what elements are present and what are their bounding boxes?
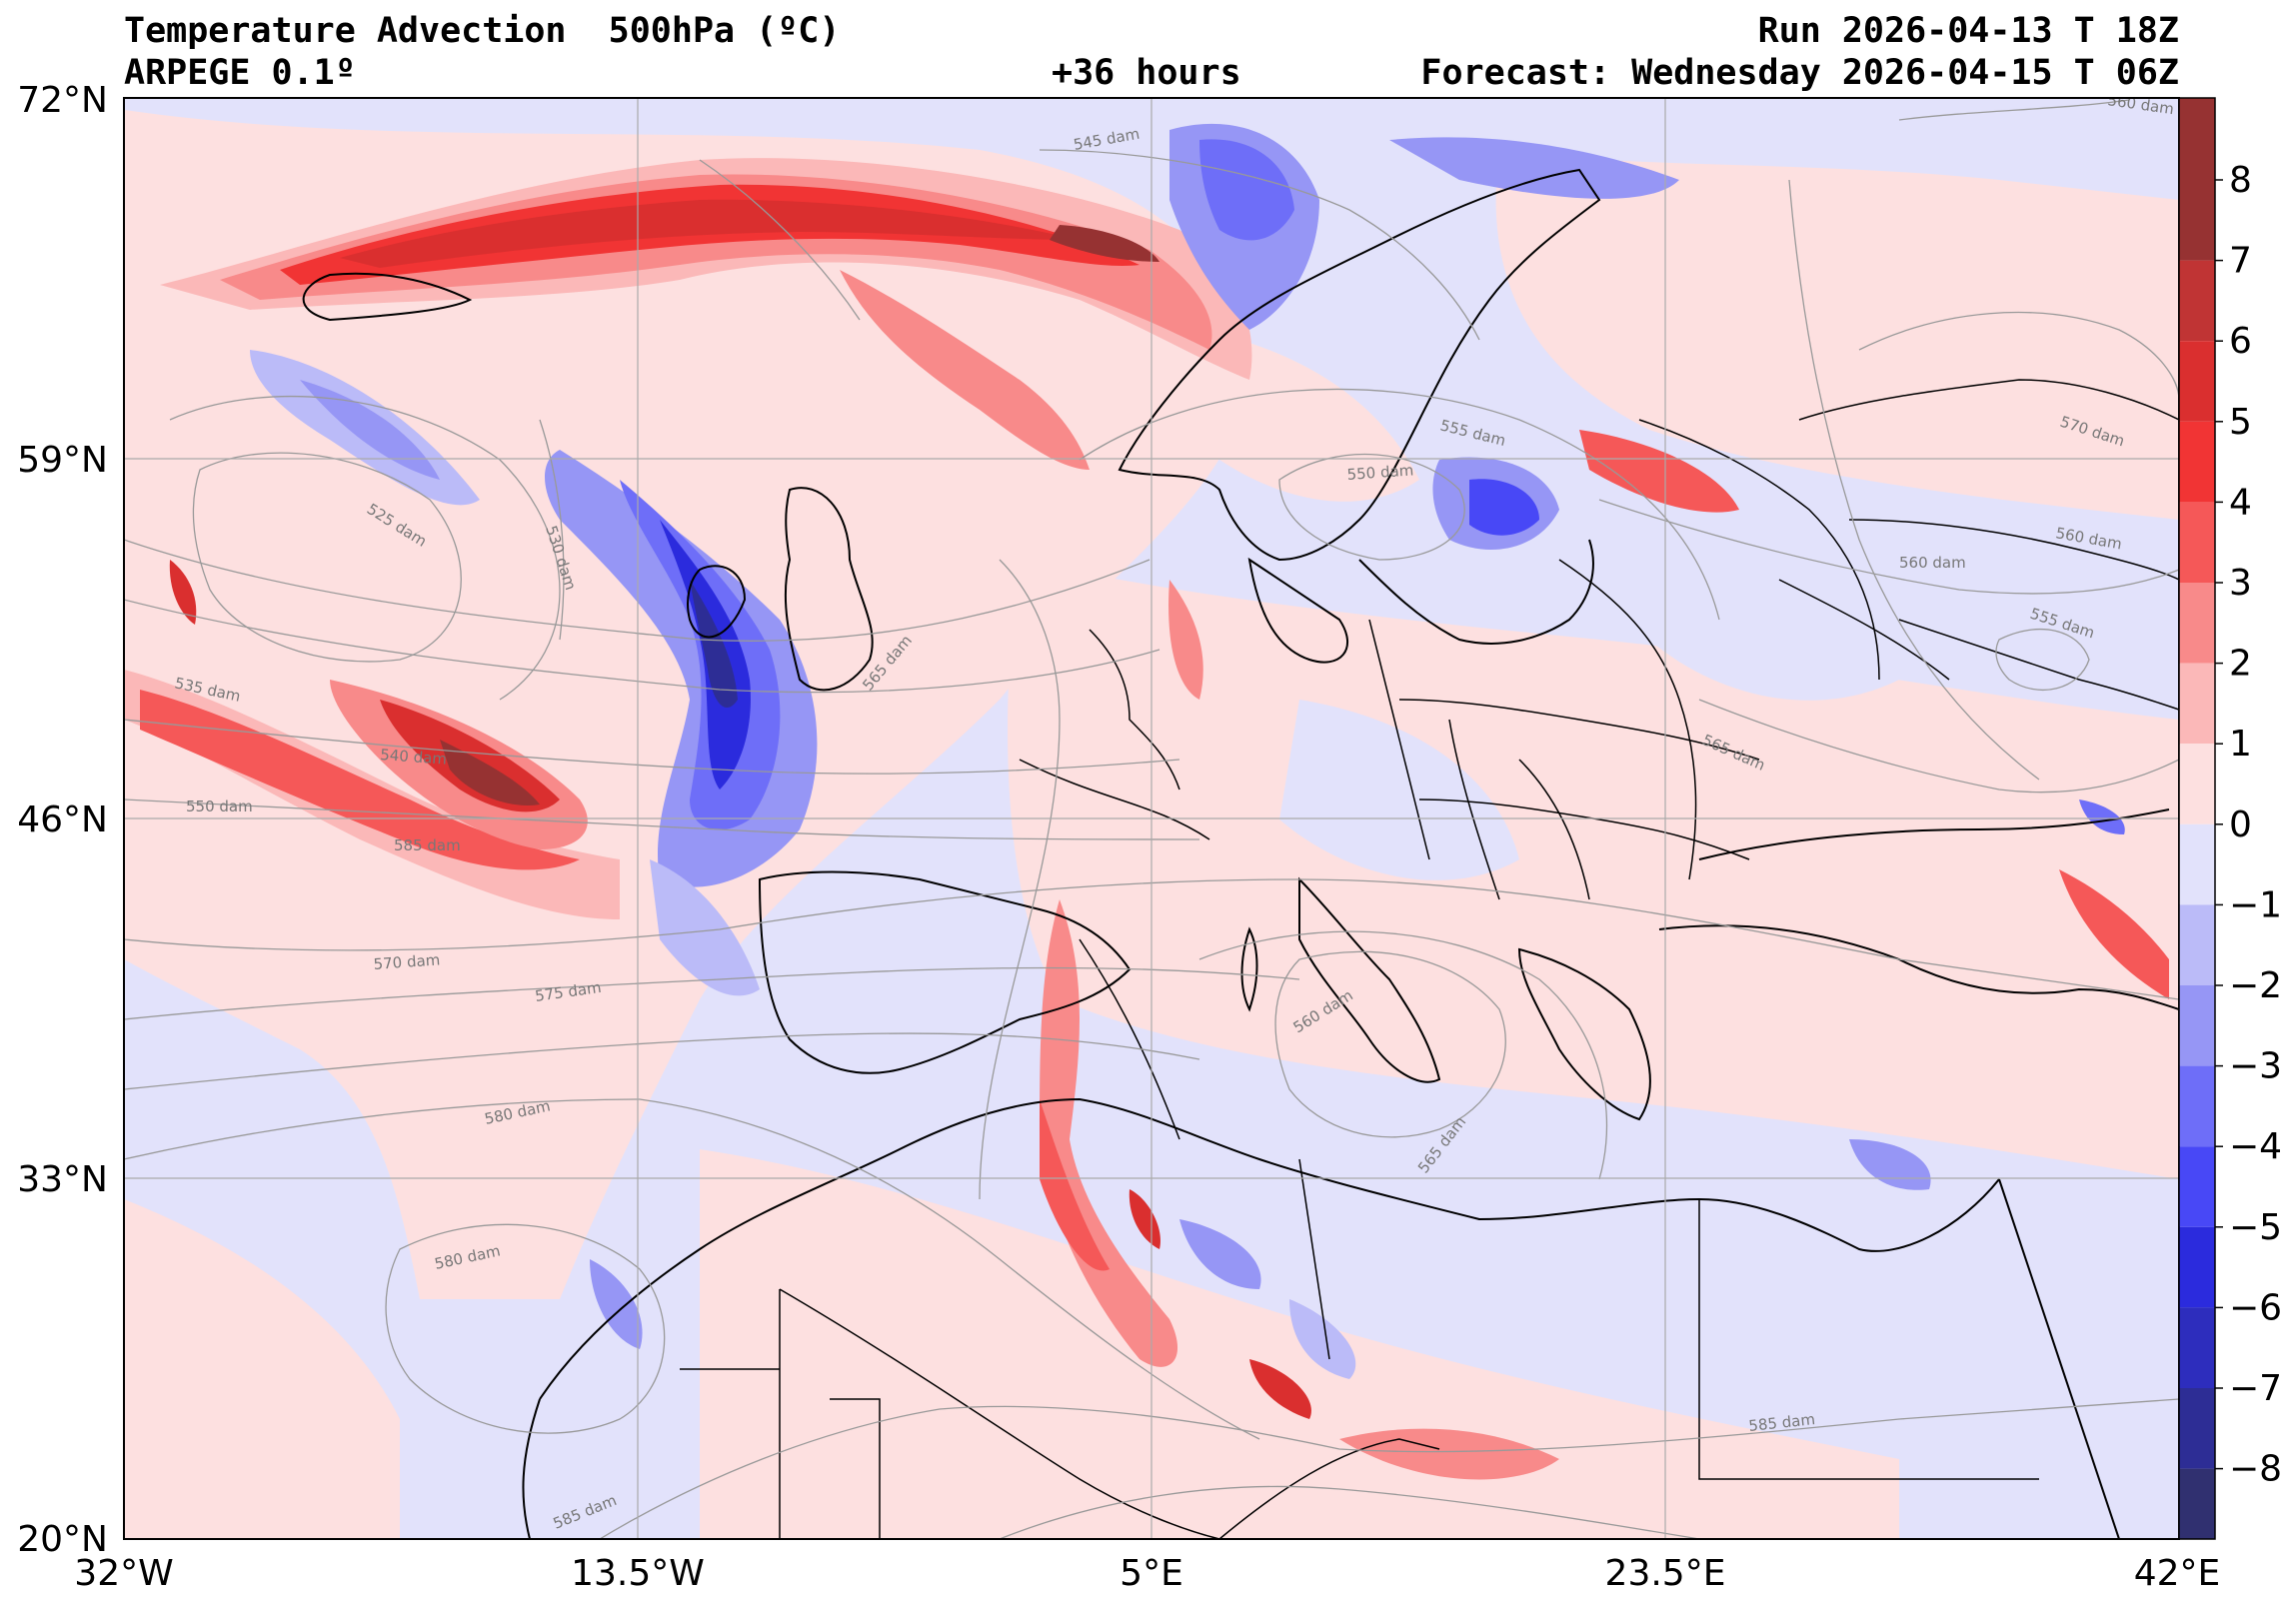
contour-label: 550 dam: [1346, 461, 1414, 484]
cold-advection-band-west-of-ireland: [545, 450, 818, 996]
colorbar-tick-label: 4: [2229, 482, 2252, 523]
warm-advection-north-africa: [1040, 869, 2169, 1480]
colorbar-tick-label: −5: [2229, 1207, 2282, 1248]
colorbar-tick-label: −1: [2229, 884, 2282, 925]
longitude-axis: 32°W 13.5°W 5°E 23.5°E 42°E: [74, 1553, 2220, 1594]
colorbar-segment: [2179, 260, 2215, 342]
latitude-axis: 72°N 59°N 46°N 33°N 20°N: [17, 80, 108, 1560]
warm-advection-band-north-atlantic: [160, 158, 1252, 380]
cold-advection-small-patches: [590, 800, 2125, 1379]
colorbar-segment: [2179, 1307, 2215, 1388]
lat-tick-label: 46°N: [17, 800, 108, 840]
contour-label: 540 dam: [380, 746, 448, 769]
colorbar-tick-label: 2: [2229, 644, 2252, 685]
coastlines: [302, 168, 2179, 1539]
lon-tick-label: 5°E: [1120, 1553, 1183, 1594]
colorbar-tick-label: 7: [2229, 241, 2252, 282]
height-contours: [124, 99, 2179, 1539]
colorbar-segment: [2179, 1146, 2215, 1227]
colorbar-tick-label: 1: [2229, 724, 2252, 765]
colorbar-tick-label: 0: [2229, 804, 2252, 845]
colorbar-tick-label: 8: [2229, 160, 2252, 201]
colorbar-tick-label: 6: [2229, 321, 2252, 362]
lon-tick-label: 32°W: [74, 1553, 173, 1594]
colorbar-segment: [2179, 421, 2215, 503]
lead-time-label: +36 hours: [1052, 53, 1241, 93]
weak-cold-advection-areas: [1279, 540, 1899, 880]
colorbar-tick-label: 3: [2229, 563, 2252, 604]
colorbar-segment: [2179, 1388, 2215, 1469]
colorbar-tick-label: −8: [2229, 1449, 2282, 1490]
colorbar-segment: [2179, 1468, 2215, 1539]
colorbar-segment: [2179, 341, 2215, 422]
colorbar-segment: [2179, 583, 2215, 664]
colorbar-tick-label: −3: [2229, 1046, 2282, 1087]
contour-label: 570 dam: [373, 950, 441, 973]
colorbar-tick-label: −7: [2229, 1368, 2282, 1409]
chart-title: Temperature Advection 500hPa (ºC): [124, 11, 841, 51]
colorbar-frame: [2178, 97, 2216, 1540]
contour-label: 550 dam: [186, 798, 253, 815]
forecast-label: Forecast: Wednesday 2026-04-15 T 06Z: [1420, 53, 2179, 93]
colorbar-segment: [2179, 1065, 2215, 1147]
warm-advection-north-sea-and-baltic: [840, 270, 1739, 700]
colorbar: 8 7 6 5 4 3 2 1 0 −1 −2 −3 −4 −5 −6 −7 −8: [2178, 97, 2282, 1540]
lat-tick-label: 33°N: [17, 1159, 108, 1200]
graticule: [124, 98, 2179, 1539]
cold-advection-greenland-sea: [250, 350, 480, 506]
lon-tick-label: 13.5°W: [571, 1553, 705, 1594]
warm-advection-band-central-atlantic: [124, 560, 620, 919]
run-label: Run 2026-04-13 T 18Z: [1757, 11, 2179, 51]
lon-tick-label: 23.5°E: [1605, 1553, 1726, 1594]
colorbar-segment: [2179, 663, 2215, 745]
colorbar-segment: [2179, 98, 2215, 180]
map-plot-area: 545 dam 560 dam 525 dam 530 dam 535 dam …: [124, 98, 2179, 1539]
colorbar-segment: [2179, 904, 2215, 985]
lat-tick-label: 20°N: [17, 1519, 108, 1560]
lat-tick-label: 59°N: [17, 440, 108, 481]
cold-advection-norwegian-sea: [1169, 123, 1679, 330]
colorbar-tick-label: −2: [2229, 965, 2282, 1006]
contour-label: 585 dam: [394, 836, 461, 854]
colorbar-segment: [2179, 744, 2215, 824]
colorbar-segment: [2179, 502, 2215, 583]
lon-tick-label: 42°E: [2134, 1553, 2221, 1594]
model-label: ARPEGE 0.1º: [124, 53, 356, 93]
colorbar-segment: [2179, 1226, 2215, 1308]
colorbar-tick-label: −4: [2229, 1126, 2282, 1167]
colorbar-segment: [2179, 823, 2215, 905]
cold-advection-baltic: [1432, 457, 1559, 550]
colorbar-segment: [2179, 180, 2215, 261]
colorbar-tick-label: 5: [2229, 402, 2252, 443]
colorbar-tick-label: −6: [2229, 1287, 2282, 1328]
country-borders: [680, 379, 2179, 1539]
weak-warm-advection-areas: [124, 110, 2179, 1539]
contour-label: 560 dam: [1899, 554, 1966, 572]
colorbar-segment: [2179, 985, 2215, 1066]
lat-tick-label: 72°N: [17, 80, 108, 121]
